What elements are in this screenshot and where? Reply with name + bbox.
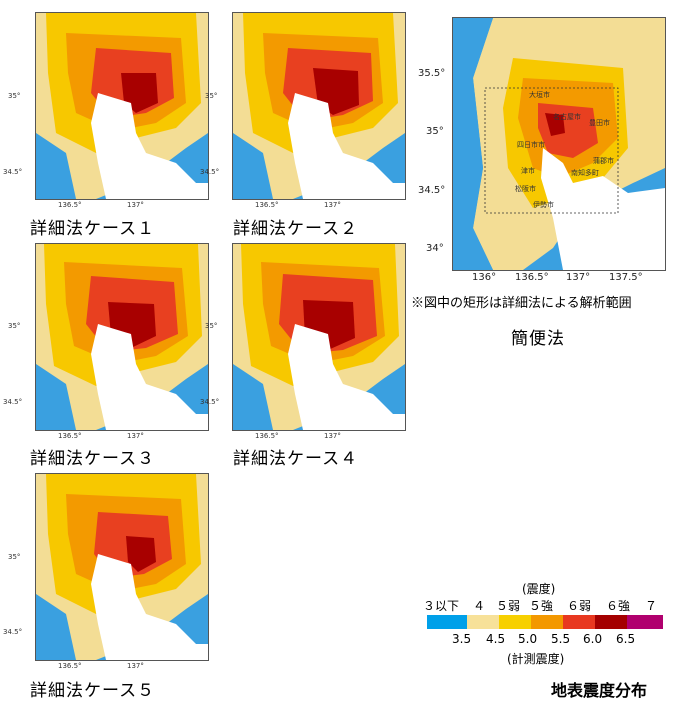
xtick-label: 136.5° xyxy=(255,201,279,209)
place-label: 四日市市 xyxy=(517,141,545,149)
map-case-3 xyxy=(35,243,209,431)
xtick-label: 136.5° xyxy=(515,272,549,283)
panel-caption: 詳細法ケース５ xyxy=(30,681,156,701)
panel-caption: 詳細法ケース２ xyxy=(233,219,359,239)
measured-intensity-value: 5.0 xyxy=(518,632,538,646)
place-label: 豊田市 xyxy=(589,119,610,127)
measured-intensity-value: 6.0 xyxy=(583,632,603,646)
ytick-label: 34° xyxy=(426,243,444,254)
legend-swatch-5-upper xyxy=(531,615,563,629)
xtick-label: 137° xyxy=(324,432,341,440)
legend-swatch-6-lower xyxy=(563,615,595,629)
ytick-label: 34.5° xyxy=(3,628,23,636)
place-label: 伊勢市 xyxy=(533,201,554,209)
intensity-map xyxy=(36,244,208,430)
panel-caption: 詳細法ケース１ xyxy=(30,219,156,239)
map-case-2 xyxy=(232,12,406,200)
ytick-label: 34.5° xyxy=(200,168,220,176)
legend-swatch-7 xyxy=(627,615,663,629)
xtick-label: 136.5° xyxy=(58,432,82,440)
intensity-map xyxy=(233,244,405,430)
intensity-map xyxy=(36,474,208,660)
ytick-label: 34.5° xyxy=(3,398,23,406)
place-label: 津市 xyxy=(521,167,535,175)
measured-intensity-value: 5.5 xyxy=(551,632,571,646)
legend-swatch-5-lower xyxy=(499,615,531,629)
panel-caption: 簡便法 xyxy=(511,329,565,349)
ytick-label: 34.5° xyxy=(200,398,220,406)
intensity-label: ５強 xyxy=(529,599,554,613)
intensity-map xyxy=(453,18,665,270)
intensity-label: ６強 xyxy=(606,599,631,613)
legend-swatch-3-or-less xyxy=(427,615,467,629)
intensity-map xyxy=(233,13,405,199)
place-label: 大垣市 xyxy=(529,91,550,99)
xtick-label: 136.5° xyxy=(58,662,82,670)
xtick-label: 136° xyxy=(472,272,497,283)
intensity-label: ５弱 xyxy=(496,599,521,613)
place-label: 南知多町 xyxy=(571,169,599,177)
xtick-label: 137° xyxy=(127,432,144,440)
place-label: 名古屋市 xyxy=(553,113,581,121)
map-case-1 xyxy=(35,12,209,200)
xtick-label: 137° xyxy=(324,201,341,209)
legend-swatch-6-upper xyxy=(595,615,627,629)
intensity-label: ４ xyxy=(473,599,486,613)
ytick-label: 35° xyxy=(8,92,21,100)
legend-footer: (計測震度) xyxy=(507,652,565,666)
xtick-label: 136.5° xyxy=(58,201,82,209)
map-case-4 xyxy=(232,243,406,431)
xtick-label: 137° xyxy=(127,201,144,209)
legend-swatch-4 xyxy=(467,615,499,629)
intensity-map xyxy=(36,13,208,199)
ytick-label: 35° xyxy=(8,322,21,330)
place-label: 松阪市 xyxy=(515,185,536,193)
ytick-label: 34.5° xyxy=(3,168,23,176)
intensity-label: ３以下 xyxy=(423,599,460,613)
measured-intensity-value: 6.5 xyxy=(616,632,636,646)
ytick-label: 35° xyxy=(205,322,218,330)
ytick-label: 34.5° xyxy=(418,185,446,196)
ytick-label: 35.5° xyxy=(418,68,446,79)
place-label: 蒲郡市 xyxy=(593,157,614,165)
measured-intensity-value: 3.5 xyxy=(452,632,472,646)
panel-caption: 詳細法ケース３ xyxy=(30,449,156,469)
ytick-label: 35° xyxy=(426,126,444,137)
xtick-label: 137° xyxy=(127,662,144,670)
panel-caption: 詳細法ケース４ xyxy=(233,449,359,469)
ytick-label: 35° xyxy=(8,553,21,561)
map-case-5 xyxy=(35,473,209,661)
measured-intensity-value: 4.5 xyxy=(486,632,506,646)
legend-header: (震度) xyxy=(522,582,556,596)
ytick-label: 35° xyxy=(205,92,218,100)
analysis-range-note: ※図中の矩形は詳細法による解析範囲 xyxy=(411,296,632,311)
xtick-label: 137.5° xyxy=(609,272,643,283)
xtick-label: 137° xyxy=(566,272,591,283)
intensity-label: ７ xyxy=(645,599,658,613)
analysis-range-rectangle xyxy=(484,87,619,214)
map-simple-method: 大垣市 名古屋市 豊田市 四日市市 蒲郡市 津市 南知多町 松阪市 伊勢市 xyxy=(452,17,666,271)
xtick-label: 136.5° xyxy=(255,432,279,440)
figure-title: 地表震度分布 xyxy=(551,681,648,700)
intensity-label: ６弱 xyxy=(567,599,592,613)
